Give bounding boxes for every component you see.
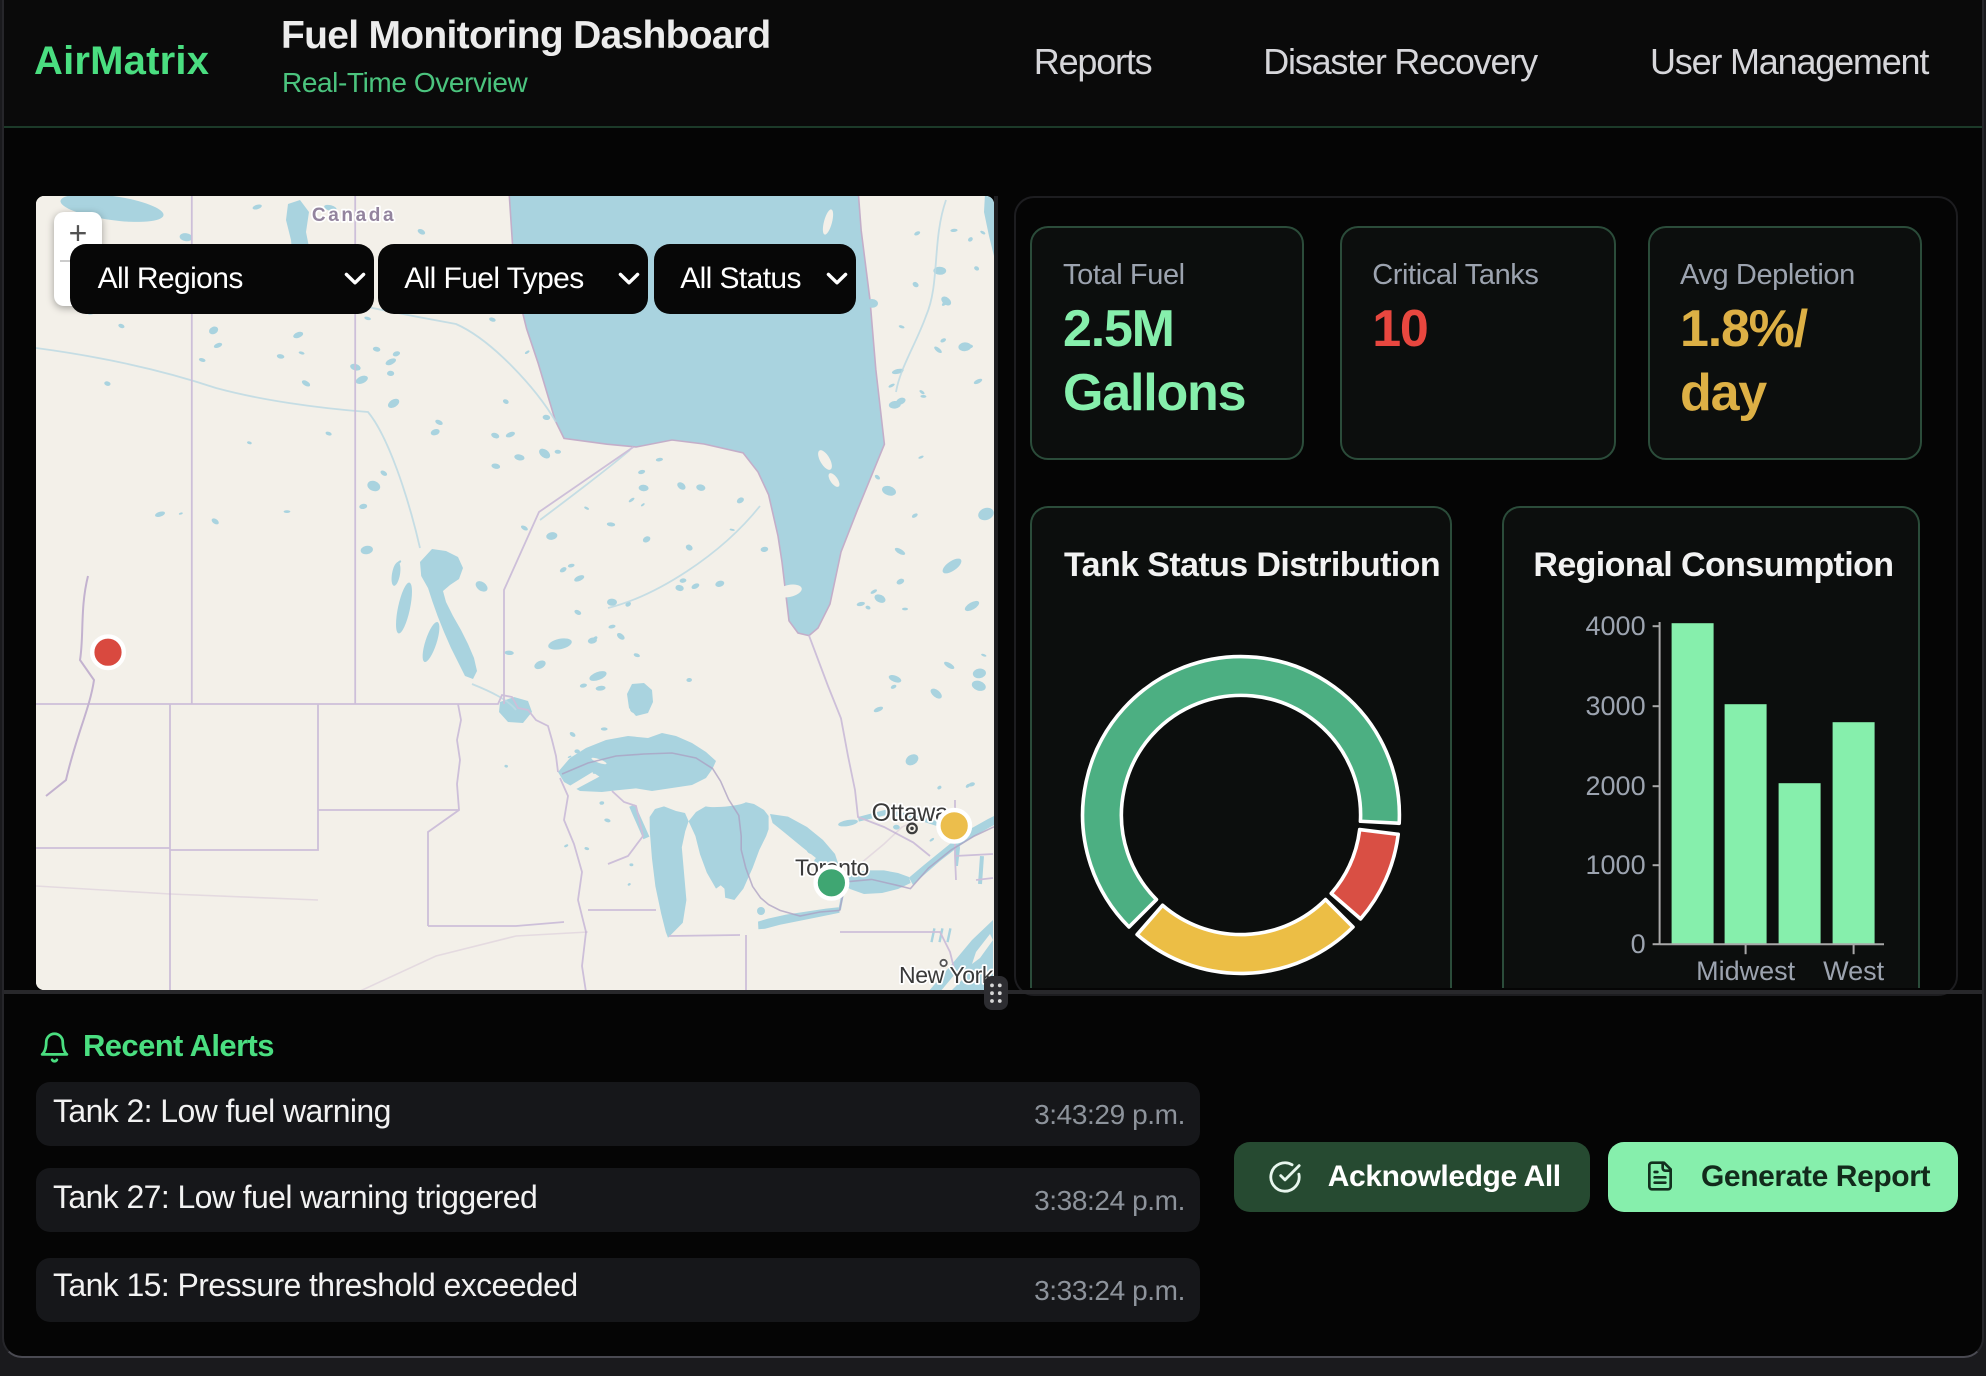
svg-text:New York: New York <box>899 961 993 987</box>
svg-text:Midwest: Midwest <box>1695 957 1795 987</box>
svg-text:1000: 1000 <box>1585 851 1645 881</box>
svg-text:0: 0 <box>1630 930 1645 960</box>
svg-text:West: West <box>1822 957 1884 987</box>
svg-text:Ottawa: Ottawa <box>872 798 949 826</box>
svg-text:Canada: Canada <box>312 204 396 225</box>
svg-text:2000: 2000 <box>1585 772 1645 802</box>
svg-text:4000: 4000 <box>1585 612 1645 642</box>
svg-text:3000: 3000 <box>1585 692 1645 722</box>
